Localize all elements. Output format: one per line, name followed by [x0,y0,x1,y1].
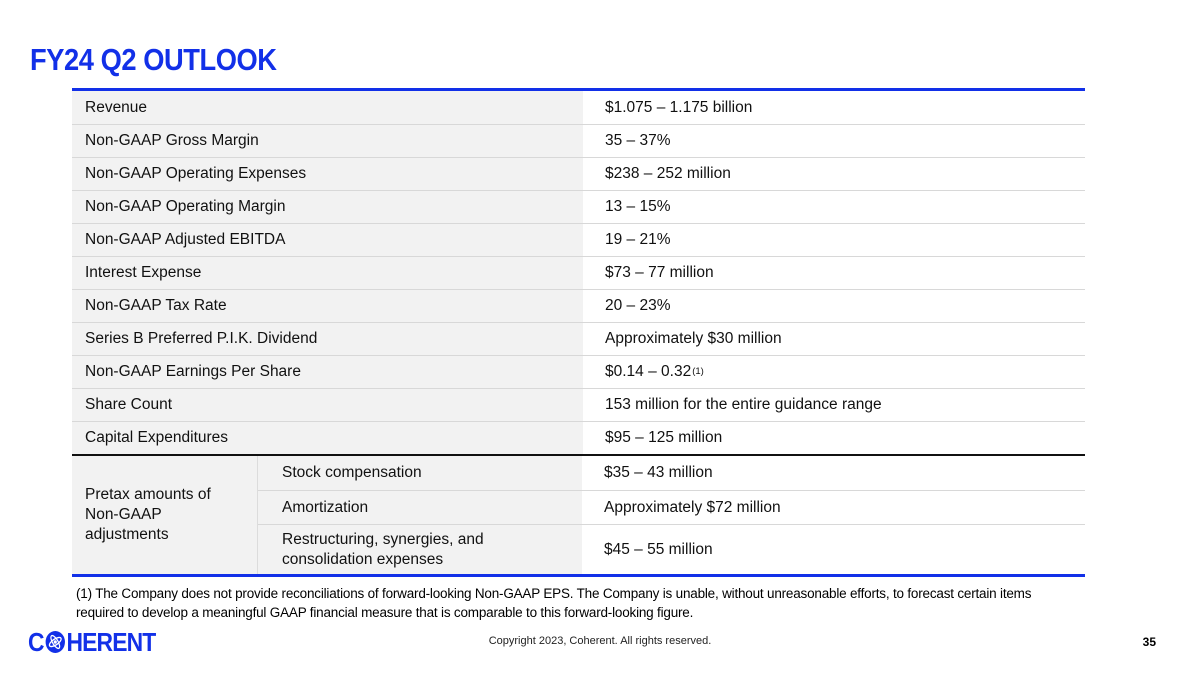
footnote: (1) The Company does not provide reconci… [76,586,1032,620]
row-label: Restructuring, synergies, and consolidat… [258,525,582,574]
outlook-table: Revenue $1.075 – 1.175 billion Non-GAAP … [72,88,1085,577]
row-label: Share Count [72,389,583,421]
table-row: Non-GAAP Tax Rate 20 – 23% [72,289,1085,322]
page-title: FY24 Q2 OUTLOOK [30,42,277,77]
table-row: Non-GAAP Adjusted EBITDA 19 – 21% [72,223,1085,256]
table-row: Non-GAAP Earnings Per Share $0.14 – 0.32… [72,355,1085,388]
table-row: Amortization Approximately $72 million [258,490,1085,524]
table-row: Non-GAAP Operating Expenses $238 – 252 m… [72,157,1085,190]
row-label: Interest Expense [72,257,583,289]
table-row: Non-GAAP Gross Margin 35 – 37% [72,124,1085,157]
row-value: $95 – 125 million [583,422,1085,454]
table-row: Revenue $1.075 – 1.175 billion [72,91,1085,124]
row-value: 153 million for the entire guidance rang… [583,389,1085,421]
row-value: $1.075 – 1.175 billion [583,91,1085,124]
row-label: Non-GAAP Gross Margin [72,125,583,157]
row-value: $73 – 77 million [583,257,1085,289]
eps-value: $0.14 – 0.32 [605,363,692,380]
row-value: 20 – 23% [583,290,1085,322]
row-label: Non-GAAP Operating Expenses [72,158,583,190]
table-row: Capital Expenditures $95 – 125 million [72,421,1085,454]
table-row: Restructuring, synergies, and consolidat… [258,524,1085,574]
table-row: Non-GAAP Operating Margin 13 – 15% [72,190,1085,223]
row-label: Revenue [72,91,583,124]
row-value: 19 – 21% [583,224,1085,256]
row-label: Non-GAAP Adjusted EBITDA [72,224,583,256]
table-row: Series B Preferred P.I.K. Dividend Appro… [72,322,1085,355]
logo-text-rest: HERENT [66,627,157,657]
coherent-logo: C HERENT [28,627,157,657]
row-label: Capital Expenditures [72,422,583,454]
row-label: Stock compensation [258,456,582,490]
row-value: $45 – 55 million [582,525,1085,574]
table-row: Share Count 153 million for the entire g… [72,388,1085,421]
page-number: 35 [1142,635,1156,649]
row-label: Amortization [258,491,582,524]
row-value: 13 – 15% [583,191,1085,223]
row-value: 35 – 37% [583,125,1085,157]
row-value: $0.14 – 0.32 (1) [583,356,1085,388]
row-label: Non-GAAP Tax Rate [72,290,583,322]
row-value: Approximately $72 million [582,491,1085,524]
coherent-atom-icon [44,630,67,654]
pretax-group-label: Pretax amounts of Non-GAAP adjustments [72,456,258,574]
copyright-text: Copyright 2023, Coherent. All rights res… [488,635,712,647]
row-value: Approximately $30 million [583,323,1085,355]
pretax-rows: Stock compensation $35 – 43 million Amor… [258,456,1085,574]
main-rows: Revenue $1.075 – 1.175 billion Non-GAAP … [72,91,1085,454]
table-row: Interest Expense $73 – 77 million [72,256,1085,289]
row-value: $35 – 43 million [582,456,1085,490]
row-label: Non-GAAP Earnings Per Share [72,356,583,388]
row-value: $238 – 252 million [583,158,1085,190]
row-label: Non-GAAP Operating Margin [72,191,583,223]
logo-text-c: C [28,627,45,657]
pretax-adjustments-section: Pretax amounts of Non-GAAP adjustments S… [72,454,1085,574]
row-label: Series B Preferred P.I.K. Dividend [72,323,583,355]
table-row: Stock compensation $35 – 43 million [258,456,1085,490]
